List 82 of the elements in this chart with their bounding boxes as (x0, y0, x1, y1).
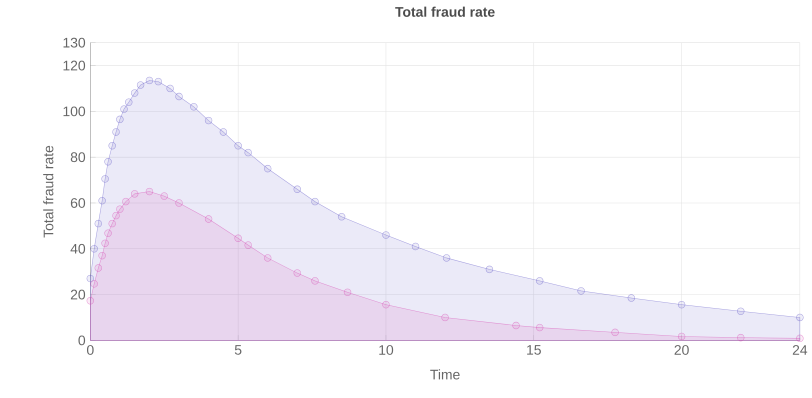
point (628, 294, 636, 302)
point (136, 81, 144, 89)
point (796, 314, 804, 322)
point (577, 287, 585, 295)
y-tick-label: 60 (70, 198, 86, 208)
point (112, 212, 120, 220)
point (175, 92, 183, 100)
point (86, 297, 94, 304)
point (442, 254, 450, 262)
x-tick-label: 20 (674, 345, 689, 355)
x-tick-label: 15 (527, 345, 541, 355)
point (160, 192, 168, 200)
point (264, 164, 272, 172)
point (220, 128, 228, 136)
point (104, 158, 112, 166)
point (120, 105, 128, 113)
point (175, 199, 183, 207)
point (244, 148, 252, 156)
point (90, 280, 98, 288)
point (294, 269, 301, 277)
point (611, 328, 619, 336)
point (98, 252, 106, 260)
point (116, 205, 124, 213)
point (264, 254, 272, 262)
point (204, 116, 212, 124)
point (412, 242, 420, 250)
point (146, 76, 154, 84)
point (737, 334, 744, 342)
point (130, 190, 138, 198)
point (94, 220, 102, 228)
point (108, 220, 116, 228)
point (344, 288, 352, 296)
point (536, 277, 544, 285)
y-tick-label: 100 (64, 106, 86, 116)
point (101, 175, 109, 183)
point (108, 142, 116, 150)
x-tick-label: 5 (234, 345, 242, 355)
y-tick-label: 80 (70, 152, 86, 162)
y-axis-title: Total fraud rate (43, 146, 54, 238)
point (311, 198, 319, 206)
point (154, 78, 162, 86)
point (294, 186, 301, 193)
y-tick-label: 130 (64, 38, 86, 48)
point (104, 230, 112, 237)
point (678, 300, 686, 308)
point (338, 213, 346, 220)
point (234, 234, 242, 242)
y-tick-label: 120 (64, 60, 86, 71)
point (796, 334, 804, 342)
point (125, 98, 132, 106)
point (536, 324, 544, 332)
point (486, 266, 494, 274)
x-tick-label: 10 (379, 345, 394, 355)
point (101, 240, 109, 248)
point (122, 198, 130, 206)
point (90, 245, 98, 253)
point (94, 264, 102, 272)
point (512, 322, 520, 330)
point (234, 142, 242, 150)
point (86, 274, 94, 282)
point (98, 197, 106, 204)
x-tick-label: 24 (792, 345, 808, 355)
y-tick-label: 20 (70, 290, 86, 300)
y-tick-label: 0 (78, 336, 86, 346)
point (112, 128, 120, 136)
point (678, 332, 686, 340)
point (737, 308, 744, 316)
point (382, 231, 390, 239)
y-tick-label: 40 (70, 244, 86, 254)
point (190, 103, 198, 111)
point (204, 215, 212, 223)
point (146, 188, 154, 196)
point (166, 84, 174, 92)
point (382, 300, 390, 308)
point (311, 277, 319, 285)
point (441, 314, 449, 322)
chart-title: Total fraud rate (395, 6, 495, 17)
point (244, 241, 252, 249)
point (130, 89, 138, 97)
x-axis-title: Time (430, 369, 460, 380)
point (116, 116, 124, 124)
x-tick-label: 0 (86, 345, 94, 355)
